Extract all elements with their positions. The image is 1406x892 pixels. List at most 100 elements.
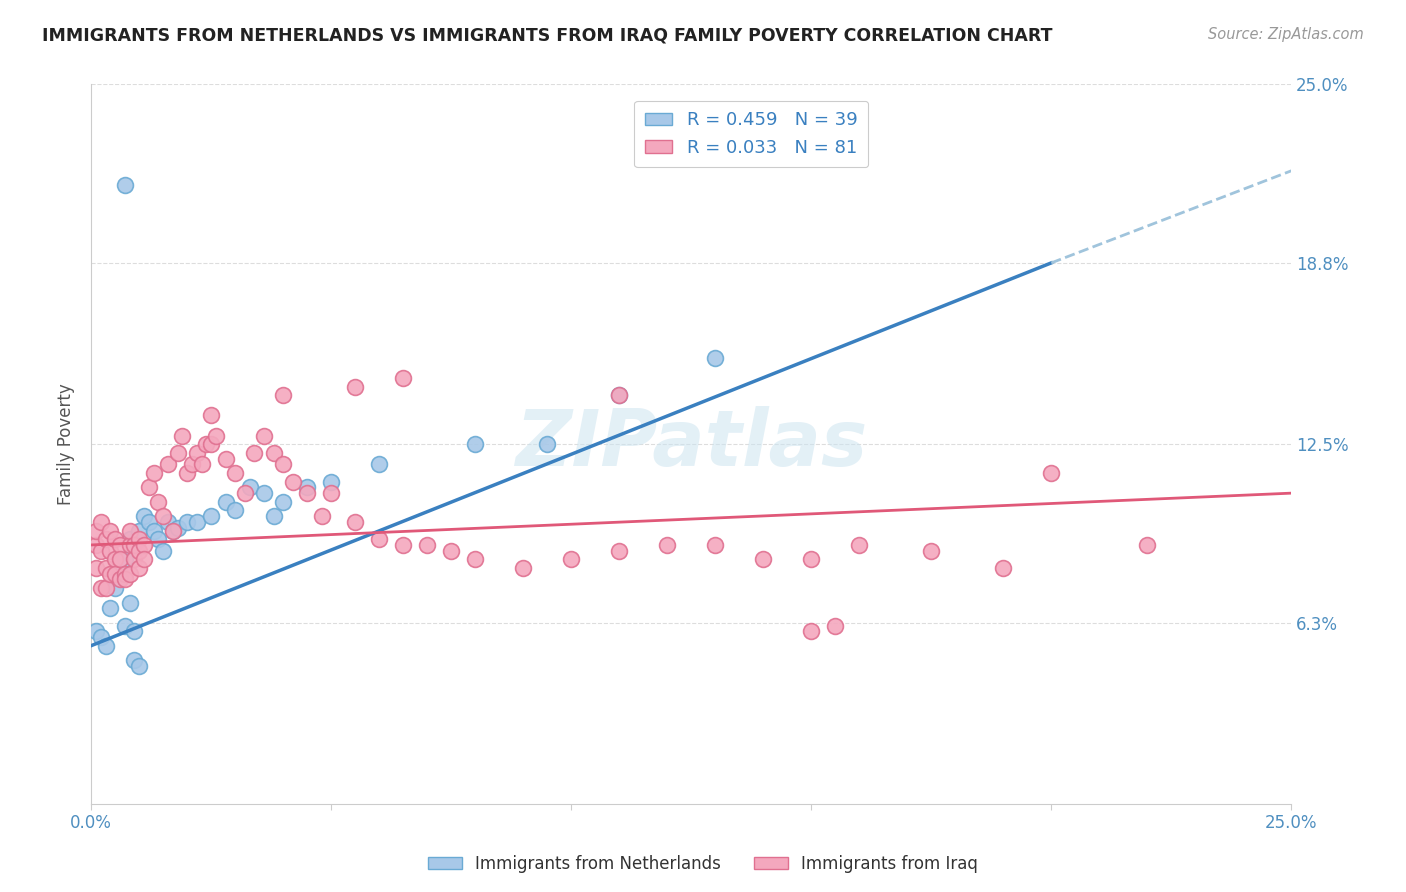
Point [464, 552, 486, 566]
Point [108, 538, 131, 552]
Point [118, 595, 141, 609]
Point [368, 532, 391, 546]
Point [824, 618, 846, 632]
Point [94, 561, 117, 575]
Point [94, 639, 117, 653]
Point [114, 566, 136, 581]
Point [108, 573, 131, 587]
Point [132, 538, 155, 552]
Y-axis label: Family Poverty: Family Poverty [58, 384, 75, 505]
Point [344, 379, 367, 393]
Point [243, 446, 266, 460]
Point [195, 437, 218, 451]
Point [344, 515, 367, 529]
Point [90, 515, 112, 529]
Point [118, 538, 141, 552]
Point [118, 566, 141, 581]
Point [186, 515, 208, 529]
Point [205, 428, 228, 442]
Point [321, 486, 343, 500]
Point [118, 524, 141, 538]
Point [152, 543, 174, 558]
Point [132, 509, 155, 524]
Point [124, 653, 146, 667]
Point [560, 552, 582, 566]
Point [295, 480, 318, 494]
Point [148, 532, 170, 546]
Point [186, 446, 208, 460]
Point [172, 428, 194, 442]
Point [128, 524, 150, 538]
Point [162, 524, 184, 538]
Point [84, 538, 107, 552]
Point [464, 437, 486, 451]
Point [190, 458, 212, 472]
Point [166, 446, 188, 460]
Point [224, 466, 246, 480]
Point [108, 552, 131, 566]
Point [98, 543, 121, 558]
Point [704, 351, 727, 365]
Point [84, 624, 107, 639]
Point [271, 458, 294, 472]
Text: IMMIGRANTS FROM NETHERLANDS VS IMMIGRANTS FROM IRAQ FAMILY POVERTY CORRELATION C: IMMIGRANTS FROM NETHERLANDS VS IMMIGRANT… [42, 27, 1053, 45]
Point [138, 480, 160, 494]
Point [1040, 466, 1063, 480]
Point [104, 581, 127, 595]
Point [607, 388, 630, 402]
Point [114, 552, 136, 566]
Point [114, 178, 136, 193]
Point [156, 458, 179, 472]
Point [224, 503, 246, 517]
Point [90, 543, 112, 558]
Point [214, 495, 236, 509]
Point [156, 515, 179, 529]
Point [311, 509, 333, 524]
Point [176, 515, 198, 529]
Point [368, 458, 391, 472]
Point [114, 573, 136, 587]
Point [800, 552, 823, 566]
Point [295, 486, 318, 500]
Point [239, 480, 262, 494]
Point [94, 532, 117, 546]
Point [200, 509, 222, 524]
Point [657, 538, 679, 552]
Point [118, 532, 141, 546]
Point [704, 538, 727, 552]
Point [128, 561, 150, 575]
Point [132, 552, 155, 566]
Point [607, 543, 630, 558]
Point [392, 538, 415, 552]
Point [148, 495, 170, 509]
Point [138, 515, 160, 529]
Point [200, 437, 222, 451]
Point [94, 581, 117, 595]
Point [124, 624, 146, 639]
Point [162, 524, 184, 538]
Point [271, 495, 294, 509]
Point [271, 388, 294, 402]
Point [440, 543, 463, 558]
Legend: Immigrants from Netherlands, Immigrants from Iraq: Immigrants from Netherlands, Immigrants … [422, 848, 984, 880]
Point [142, 524, 165, 538]
Point [98, 566, 121, 581]
Text: Source: ZipAtlas.com: Source: ZipAtlas.com [1208, 27, 1364, 42]
Point [124, 538, 146, 552]
Point [104, 552, 127, 566]
Point [263, 509, 285, 524]
Point [263, 446, 285, 460]
Point [920, 543, 942, 558]
Point [124, 552, 146, 566]
Text: ZIPatlas: ZIPatlas [515, 406, 868, 483]
Point [214, 451, 236, 466]
Point [752, 552, 775, 566]
Point [800, 624, 823, 639]
Point [142, 466, 165, 480]
Point [392, 371, 415, 385]
Point [200, 409, 222, 423]
Point [993, 561, 1015, 575]
Point [512, 561, 534, 575]
Point [848, 538, 870, 552]
Point [104, 566, 127, 581]
